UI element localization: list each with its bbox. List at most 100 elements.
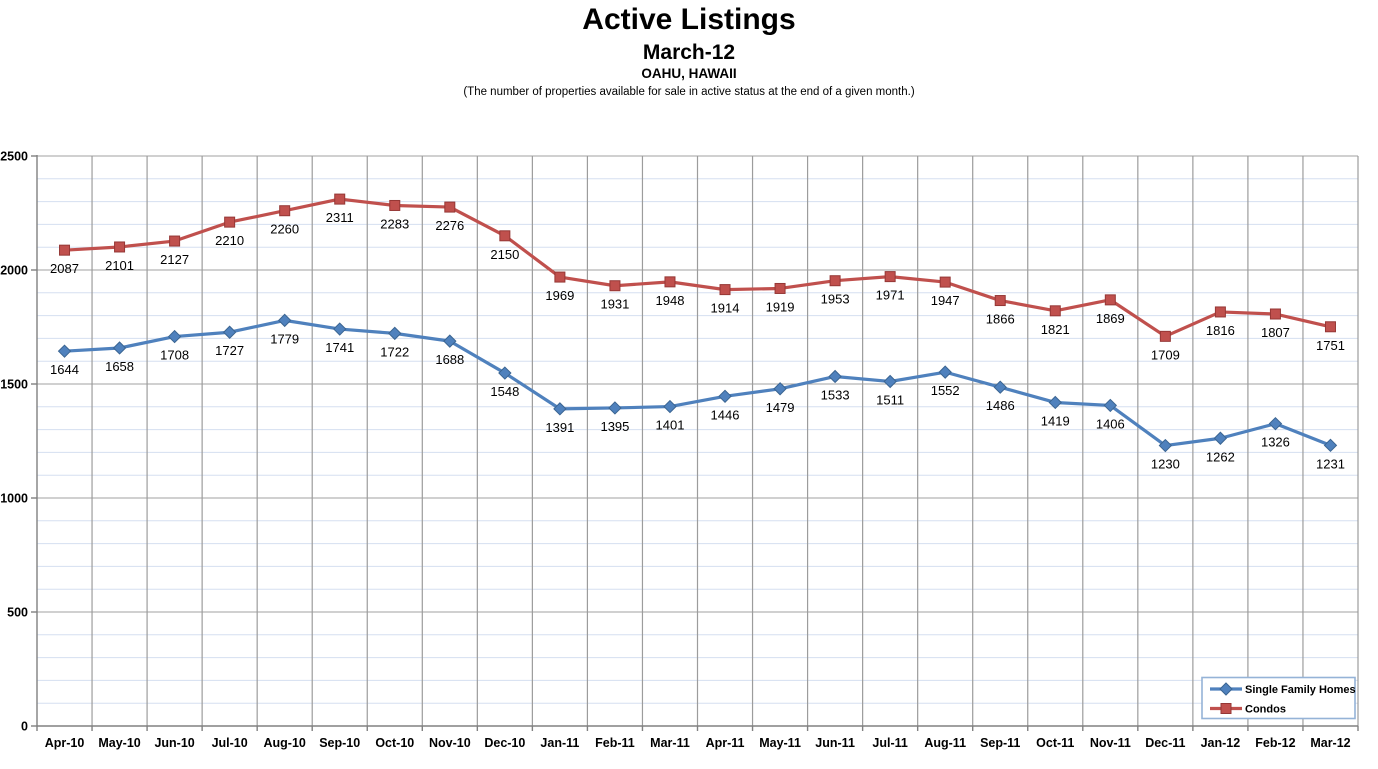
data-label: 1511 — [876, 392, 904, 407]
data-point-marker-square — [774, 282, 786, 294]
data-label: 1709 — [1151, 347, 1180, 362]
data-label: 1751 — [1316, 338, 1345, 353]
data-label: 1947 — [931, 293, 960, 308]
data-label: 1722 — [380, 344, 409, 359]
data-label: 2311 — [326, 210, 354, 225]
data-label: 2087 — [50, 261, 79, 276]
data-point-marker-square — [1159, 330, 1171, 342]
data-point-marker-square — [1269, 308, 1281, 320]
series-single-family-homes: 1644 1658 1708 1727 1779 1741 1722 1688 1548 1391… — [50, 313, 1345, 472]
data-point-marker-diamond — [1103, 398, 1118, 413]
y-axis-label: 1500 — [0, 378, 28, 392]
data-label: 1727 — [215, 343, 244, 358]
data-label: 1658 — [105, 359, 134, 374]
data-point-marker-square — [609, 280, 621, 292]
data-point-marker-square — [884, 271, 896, 283]
data-label: 1953 — [821, 292, 850, 307]
x-axis-label: Dec-10 — [484, 736, 525, 750]
legend-label: Condos — [1245, 704, 1286, 716]
data-label: 1741 — [325, 340, 354, 355]
data-point-marker-diamond — [1213, 431, 1228, 445]
x-axis-label: Mar-11 — [650, 736, 690, 750]
data-label: 1548 — [490, 384, 519, 399]
data-point-marker-square — [1220, 703, 1232, 714]
chart-description: (The number of properties available for … — [463, 86, 915, 99]
x-axis-label: Jan-11 — [540, 736, 579, 750]
x-axis-label: Feb-11 — [595, 736, 635, 750]
data-label: 1533 — [821, 387, 850, 402]
data-label: 2276 — [435, 218, 464, 233]
legend-label: Single Family Homes — [1245, 684, 1356, 696]
x-axis-label: Jun-11 — [815, 736, 855, 750]
x-axis-label: May-11 — [759, 736, 801, 750]
data-point-marker-square — [994, 295, 1006, 307]
legend[interactable]: Single Family Homes Condos — [1201, 676, 1356, 720]
data-label: 1708 — [160, 348, 189, 363]
data-point-marker-square — [554, 271, 566, 283]
data-point-marker-diamond — [167, 329, 182, 344]
data-label: 1231 — [1316, 456, 1345, 471]
data-label: 2283 — [380, 216, 409, 231]
data-label: 1401 — [656, 418, 685, 433]
data-label: 1446 — [711, 407, 740, 422]
data-point-marker-diamond — [277, 313, 292, 328]
data-label: 1230 — [1151, 457, 1180, 472]
data-point-marker-square — [279, 205, 291, 217]
data-point-marker-square — [389, 199, 401, 211]
data-point-marker-square — [664, 276, 676, 288]
y-axis-label: 0 — [21, 720, 28, 734]
data-label: 1419 — [1041, 413, 1070, 428]
data-label: 1779 — [270, 331, 299, 346]
series-condos: 2087 2101 2127 2210 2260 2311 2283 2276 2150 1969… — [50, 193, 1345, 362]
data-point-marker-square — [1104, 294, 1116, 306]
series-single-family-homes-line — [62, 318, 1333, 448]
x-axis-label: Jan-12 — [1201, 736, 1241, 750]
x-axis-label: Feb-12 — [1255, 736, 1295, 750]
data-label: 1644 — [50, 362, 79, 377]
data-point-marker-diamond — [1048, 395, 1062, 410]
data-label: 1969 — [545, 288, 574, 303]
legend-entry-condos[interactable]: Condos — [1210, 703, 1286, 716]
data-label: 1816 — [1206, 323, 1235, 338]
data-label: 1326 — [1261, 435, 1290, 450]
x-axis-label: Aug-10 — [264, 736, 306, 750]
x-axis-label: Nov-10 — [429, 736, 471, 750]
data-point-marker-diamond — [333, 322, 347, 336]
data-label: 2210 — [215, 233, 244, 248]
data-label: 2260 — [270, 222, 299, 237]
x-axis-label: Sep-11 — [980, 736, 1020, 750]
data-point-marker-diamond — [1219, 682, 1233, 696]
data-label: 2101 — [105, 258, 134, 273]
data-point-marker-diamond — [112, 341, 127, 355]
data-label: 1552 — [931, 383, 960, 398]
data-point-marker-square — [224, 216, 236, 228]
x-axis-label: Mar-12 — [1310, 736, 1350, 750]
data-point-marker-diamond — [773, 382, 787, 396]
data-point-marker-diamond — [718, 389, 732, 404]
data-point-marker-square — [1214, 306, 1226, 318]
data-label: 1869 — [1096, 311, 1125, 326]
data-label: 1395 — [600, 419, 629, 434]
data-point-marker-diamond — [883, 374, 897, 389]
data-label: 1919 — [766, 299, 795, 314]
data-label: 1391 — [545, 420, 574, 435]
data-point-marker-square — [59, 244, 71, 256]
data-point-marker-diamond — [1268, 416, 1283, 431]
x-axis-label: Dec-11 — [1145, 736, 1185, 750]
data-point-marker-square — [1324, 321, 1336, 333]
x-axis-label: Jul-11 — [872, 736, 907, 750]
series-condos-line — [62, 197, 1333, 338]
x-axis-label: Oct-11 — [1036, 736, 1074, 750]
data-point-marker-square — [939, 276, 951, 288]
data-point-marker-diamond — [938, 365, 952, 379]
data-point-marker-square — [444, 201, 456, 213]
data-point-marker-diamond — [663, 399, 677, 414]
data-label: 1948 — [656, 293, 685, 308]
data-point-marker-diamond — [498, 366, 512, 380]
legend-entry-single-family-homes[interactable]: Single Family Homes — [1210, 682, 1356, 696]
data-point-marker-diamond — [222, 325, 237, 339]
x-axis-label: Sep-10 — [319, 736, 360, 750]
x-axis-label: May-10 — [98, 736, 140, 750]
